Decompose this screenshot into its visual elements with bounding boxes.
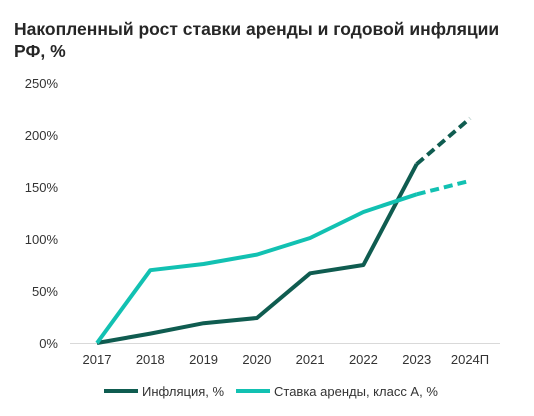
series-line-0-actual bbox=[96, 163, 419, 345]
series-line-1-actual bbox=[95, 192, 418, 345]
y-tick-label: 250% bbox=[25, 76, 59, 91]
axes: 0% 50% 100% 150% 200% 250% 2017 2018 2019 2020 202… bbox=[25, 76, 500, 367]
x-tick-label: 2020 bbox=[242, 352, 271, 367]
legend-label-0: Инфляция, % bbox=[142, 384, 225, 399]
x-tick-label: 2021 bbox=[296, 352, 325, 367]
chart-title: Накопленный рост ставки аренды и годовой… bbox=[14, 19, 500, 61]
y-tick-label: 0% bbox=[39, 336, 58, 351]
x-tick-label: 2019 bbox=[189, 352, 218, 367]
y-tick-label: 200% bbox=[25, 128, 59, 143]
y-tick-label: 150% bbox=[25, 180, 59, 195]
x-tick-label: 2018 bbox=[136, 352, 165, 367]
x-tick-label: 2022 bbox=[349, 352, 378, 367]
y-tick-label: 50% bbox=[32, 284, 58, 299]
x-tick-label: 2024П bbox=[451, 352, 489, 367]
x-tick-label: 2023 bbox=[402, 352, 431, 367]
series-line-1-forecast bbox=[416, 178, 471, 197]
y-tick-label: 100% bbox=[25, 232, 59, 247]
series-lines bbox=[95, 116, 472, 345]
x-tick-label: 2017 bbox=[83, 352, 112, 367]
series-line-0-forecast bbox=[415, 116, 472, 166]
legend-label-1: Ставка аренды, класс А, % bbox=[274, 384, 438, 399]
legend: Инфляция, % Ставка аренды, класс А, % bbox=[104, 384, 438, 399]
